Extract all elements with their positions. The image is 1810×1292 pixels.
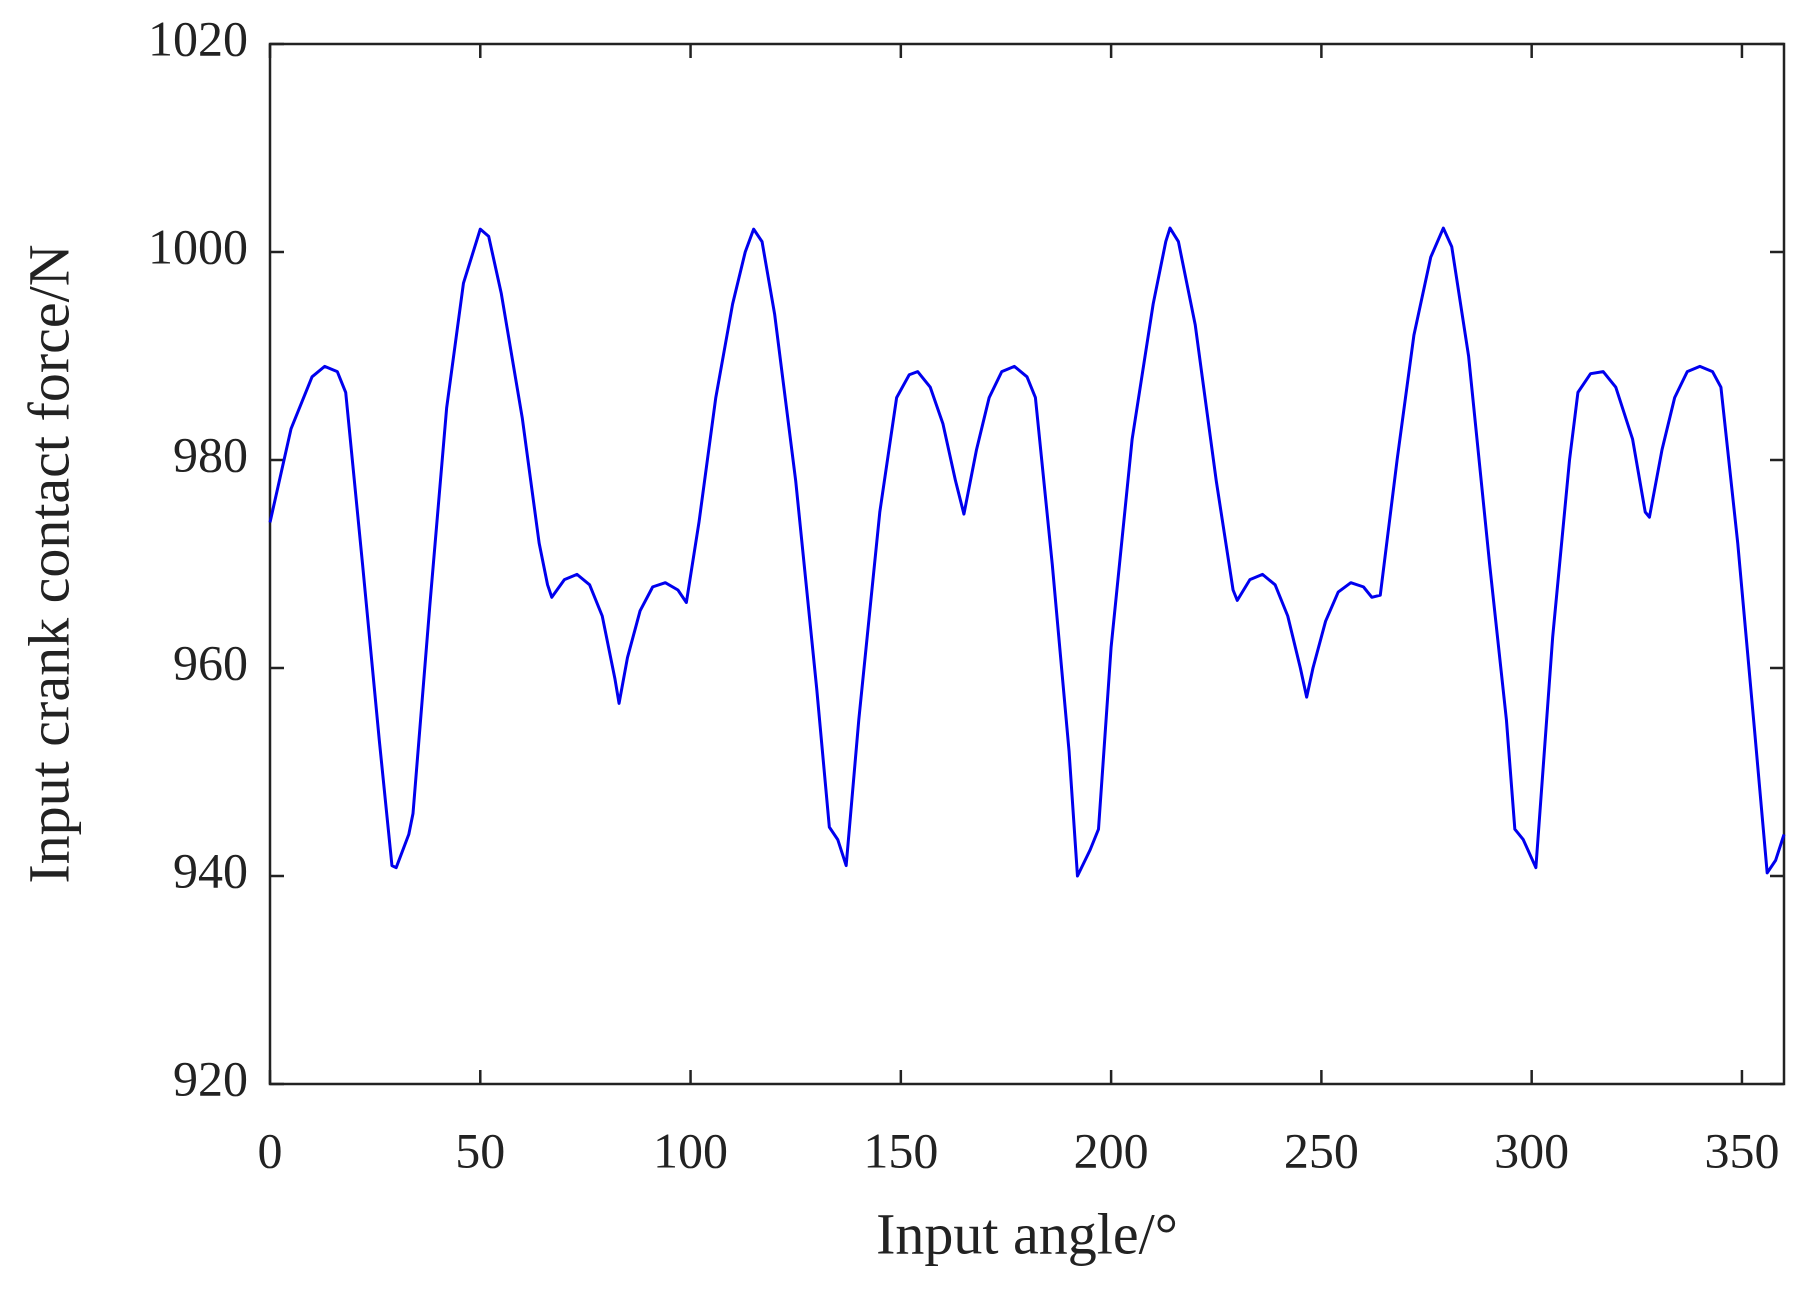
y-tick-label: 920 bbox=[173, 1050, 248, 1106]
y-tick-label: 960 bbox=[173, 634, 248, 690]
y-tick-label: 1000 bbox=[148, 218, 248, 274]
plot-frame bbox=[268, 42, 1786, 1086]
data-line bbox=[268, 226, 1786, 878]
x-tick-label: 350 bbox=[1704, 1122, 1779, 1178]
x-tick-label: 150 bbox=[863, 1122, 938, 1178]
x-tick-label: 50 bbox=[455, 1122, 505, 1178]
x-axis-label: Input angle/° bbox=[876, 1201, 1178, 1266]
x-tick-label: 250 bbox=[1284, 1122, 1359, 1178]
y-tick-label: 1020 bbox=[148, 10, 248, 66]
x-tick-label: 100 bbox=[653, 1122, 728, 1178]
x-tick-label: 200 bbox=[1074, 1122, 1149, 1178]
y-tick-label: 980 bbox=[173, 426, 248, 482]
x-tick-label: 0 bbox=[258, 1122, 283, 1178]
x-tick-label: 300 bbox=[1494, 1122, 1569, 1178]
y-axis-label: Input crank contact force/N bbox=[16, 244, 81, 883]
y-tick-label: 940 bbox=[173, 842, 248, 898]
